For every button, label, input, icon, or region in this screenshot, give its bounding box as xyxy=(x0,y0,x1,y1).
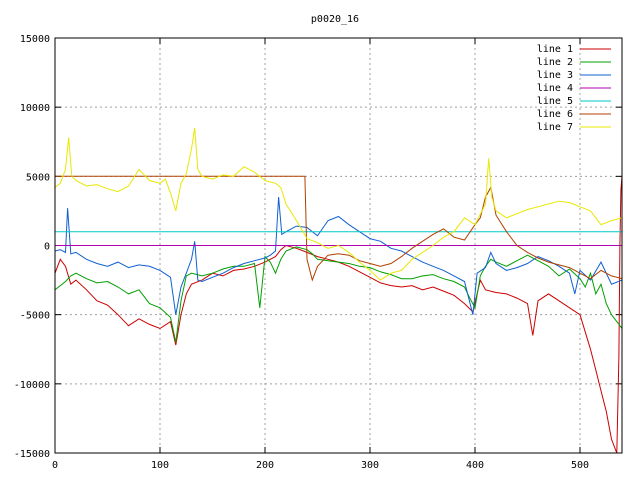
legend-label: line 1 xyxy=(537,44,573,55)
x-tick-label: 100 xyxy=(151,460,169,471)
y-tick-label: 0 xyxy=(44,242,50,253)
series-line-7 xyxy=(55,127,622,281)
series-line-1 xyxy=(55,176,622,453)
legend-label: line 3 xyxy=(537,70,573,81)
legend-label: line 4 xyxy=(537,83,573,94)
chart-title: p0020_16 xyxy=(311,14,359,25)
grid xyxy=(55,38,622,453)
y-tick-label: -10000 xyxy=(14,380,50,391)
x-tick-label: 400 xyxy=(466,460,484,471)
y-tick-label: 10000 xyxy=(20,103,50,114)
plot-frame xyxy=(54,37,623,454)
legend-label: line 5 xyxy=(537,96,573,107)
legend-label: line 6 xyxy=(537,109,573,120)
legend-label: line 2 xyxy=(537,57,573,68)
y-tick-label: 15000 xyxy=(20,34,50,45)
series-line-6 xyxy=(55,175,622,282)
y-tick-label: -15000 xyxy=(14,449,50,460)
x-tick-label: 200 xyxy=(256,460,274,471)
legend-label: line 7 xyxy=(537,122,573,133)
x-tick-label: 0 xyxy=(52,460,58,471)
legend: line 1 line 2 line 3 line 4 line 5 line 6 line… xyxy=(537,44,611,133)
x-tick-label: 300 xyxy=(361,460,379,471)
y-tick-label: -5000 xyxy=(20,311,50,322)
series-line-3 xyxy=(55,197,622,315)
series-layer xyxy=(55,127,622,453)
y-tick-label: 5000 xyxy=(26,172,50,183)
x-tick-label: 500 xyxy=(571,460,589,471)
